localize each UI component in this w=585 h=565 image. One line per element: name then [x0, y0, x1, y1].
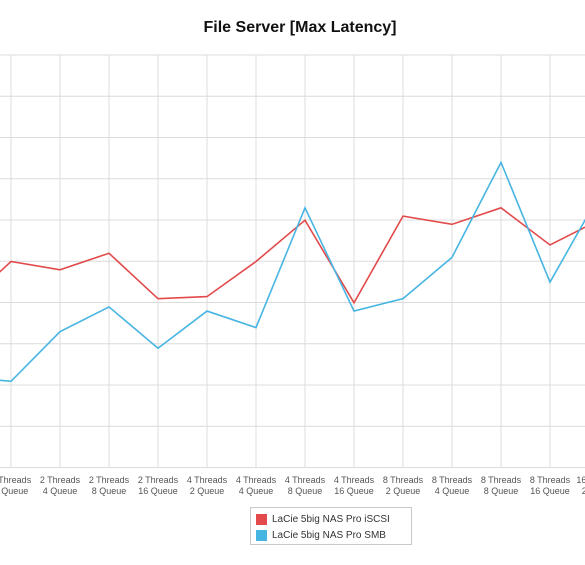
legend-swatch-smb — [256, 529, 267, 541]
x-tick-label: 4 Threads 4 Queue — [236, 475, 277, 496]
x-tick-label: 8 Threads 2 Queue — [383, 475, 424, 496]
chart-title: File Server [Max Latency] — [203, 19, 397, 36]
legend-item-iscsi: LaCie 5big NAS Pro iSCSI — [256, 511, 411, 527]
x-tick-label: 2 Threads 4 Queue — [40, 475, 81, 496]
x-tick-label: 8 Threads 4 Queue — [432, 475, 473, 496]
x-tick-label: 4 Threads 2 Queue — [187, 475, 228, 496]
x-tick-label: 8 Threads 8 Queue — [481, 475, 522, 496]
x-tick-label: 2 Threads 16 Queue — [138, 475, 179, 496]
series-line-smb — [0, 160, 585, 383]
x-tick-label: 8 Threads 16 Queue — [530, 475, 571, 496]
legend-label-smb: LaCie 5big NAS Pro SMB — [272, 529, 386, 541]
legend-label-iscsi: LaCie 5big NAS Pro iSCSI — [272, 513, 390, 525]
x-tick-label: 4 Threads 16 Queue — [334, 475, 375, 496]
legend: LaCie 5big NAS Pro iSCSI LaCie 5big NAS … — [250, 507, 412, 545]
series-lines — [0, 160, 585, 383]
x-tick-label: 4 Threads 8 Queue — [285, 475, 326, 496]
x-tick-label: 2 Threads 8 Queue — [89, 475, 130, 496]
series-line-iscsi — [0, 206, 585, 305]
legend-swatch-iscsi — [256, 513, 267, 525]
grid-lines — [0, 54, 585, 468]
legend-item-smb: LaCie 5big NAS Pro SMB — [256, 527, 411, 543]
